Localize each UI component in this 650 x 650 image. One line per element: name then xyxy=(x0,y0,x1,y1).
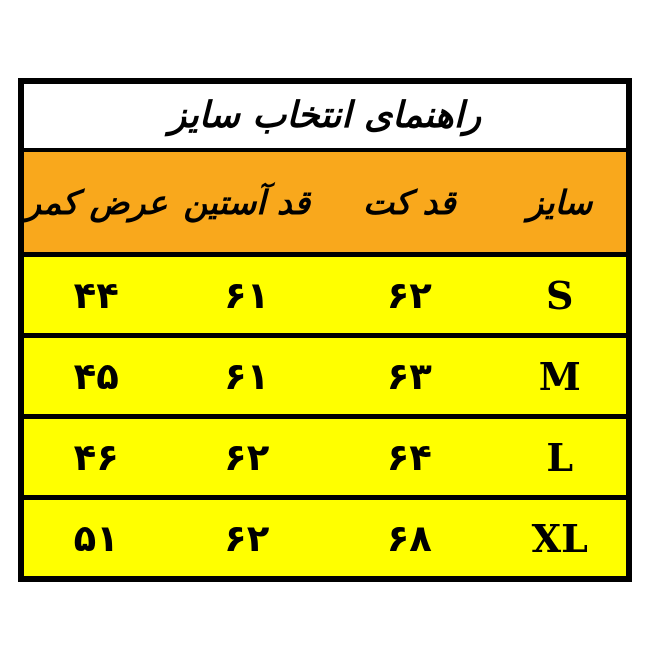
table-title-row: راهنمای انتخاب سایز xyxy=(24,84,626,148)
table-row-size-s: S ۶۲ ۶۱ ۴۴ xyxy=(24,257,626,333)
cell-sleeve-length: ۶۲ xyxy=(224,516,270,560)
cell-waist-width: ۴۵ xyxy=(73,354,119,398)
table-row-size-xl: XL ۶۸ ۶۲ ۵۱ xyxy=(24,500,626,576)
cell-size-label: L xyxy=(546,434,574,480)
cell-sleeve-length: ۶۱ xyxy=(224,354,270,398)
cell-waist-width: ۵۱ xyxy=(73,516,119,560)
cell-size-label: S xyxy=(546,272,574,318)
cell-sleeve-length: ۶۲ xyxy=(224,435,270,479)
column-header-jacket-length: قد کت xyxy=(362,182,456,222)
cell-size-label: M xyxy=(538,353,581,399)
cell-jacket-length: ۶۳ xyxy=(386,354,432,398)
cell-waist-width: ۴۴ xyxy=(73,273,119,317)
cell-size-label: XL xyxy=(531,515,588,561)
cell-jacket-length: ۶۲ xyxy=(386,273,432,317)
column-header-waist-width: عرض کمر xyxy=(25,182,168,222)
column-header-size: سایز xyxy=(527,182,593,222)
table-row-size-m: M ۶۳ ۶۱ ۴۵ xyxy=(24,338,626,414)
cell-jacket-length: ۶۸ xyxy=(386,516,432,560)
cell-sleeve-length: ۶۱ xyxy=(224,273,270,317)
cell-jacket-length: ۶۴ xyxy=(386,435,432,479)
cell-waist-width: ۴۶ xyxy=(73,435,119,479)
column-header-sleeve-length: قد آستین xyxy=(183,182,310,222)
table-row-size-l: L ۶۴ ۶۲ ۴۶ xyxy=(24,419,626,495)
table-title: راهنمای انتخاب سایز xyxy=(168,94,482,136)
table-header-row: سایز قد کت قد آستین عرض کمر xyxy=(24,152,626,252)
size-guide-table: راهنمای انتخاب سایز سایز قد کت قد آستین … xyxy=(18,78,632,582)
